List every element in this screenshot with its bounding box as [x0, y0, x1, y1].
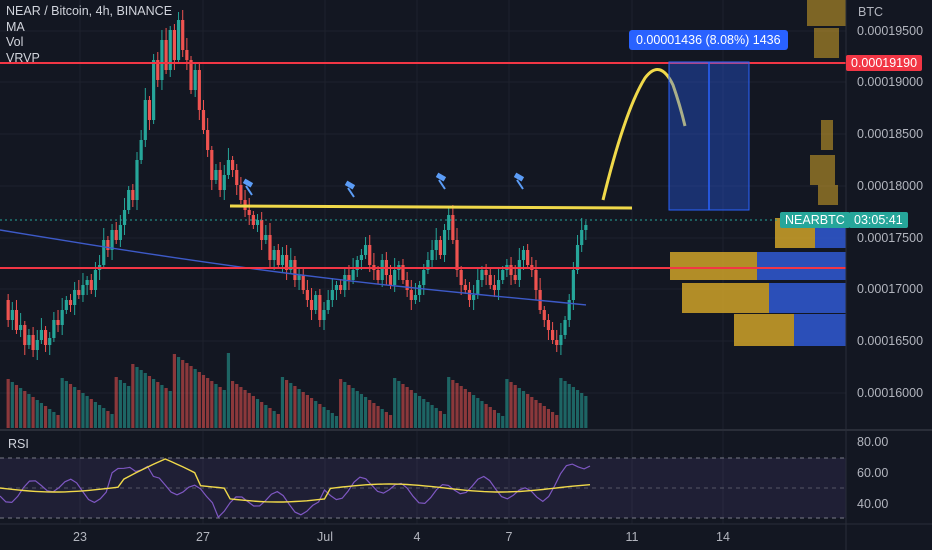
indicator-vol[interactable]: Vol: [6, 35, 24, 49]
symbol-title[interactable]: NEAR / Bitcoin, 4h, BINANCE: [6, 4, 173, 18]
price-tick: 0.00019000: [857, 75, 924, 89]
countdown-tag: 03:05:41: [849, 212, 908, 228]
rsi-band: [0, 458, 846, 518]
rsi-ma-line: [0, 458, 591, 503]
time-tick: Jul: [317, 530, 333, 544]
flag-marker[interactable]: [435, 172, 447, 190]
yellow-projection-drawing[interactable]: [601, 68, 687, 201]
yellow-horizontal-drawing[interactable]: [229, 204, 633, 210]
rsi-tick: 40.00: [857, 497, 889, 511]
indicator-vrvp[interactable]: VRVP: [6, 50, 40, 65]
rsi-tick: 60.00: [857, 466, 889, 480]
rsi-tick: 80.00: [857, 435, 889, 449]
time-tick: 27: [196, 530, 210, 544]
time-tick: 14: [716, 530, 730, 544]
price-tick: 0.00019500: [857, 24, 924, 38]
rsi-line: [0, 463, 591, 519]
price-tick: 0.00018000: [857, 179, 924, 193]
resistance-price-tag: 0.00019190: [846, 55, 923, 71]
price-tick: 0.00017000: [857, 282, 924, 296]
time-tick: 11: [625, 530, 639, 544]
moving-average-line: [0, 229, 587, 306]
time-tick: 7: [505, 530, 513, 544]
volume-bars: [6, 353, 588, 428]
symbol-tag: NEARBTC: [780, 212, 850, 228]
price-tick: 0.00018500: [857, 127, 924, 141]
volume-profile: [670, 0, 846, 346]
rsi-pane-title[interactable]: RSI: [8, 437, 29, 451]
price-tick: 0.00016500: [857, 334, 924, 348]
chart-legend[interactable]: NEAR / Bitcoin, 4h, BINANCE MA Vol VRVP: [6, 4, 172, 66]
time-tick: 4: [413, 530, 421, 544]
price-tick: 0.00016000: [857, 386, 924, 400]
flag-marker[interactable]: [513, 172, 525, 190]
measure-label[interactable]: 0.00001436 (8.08%) 1436: [629, 30, 788, 50]
time-tick: 23: [73, 530, 87, 544]
flag-marker[interactable]: [344, 180, 356, 198]
event-markers[interactable]: [242, 172, 525, 198]
indicator-ma[interactable]: MA: [6, 19, 25, 34]
price-tick: 0.00017500: [857, 231, 924, 245]
axis-currency: BTC: [858, 5, 883, 19]
flag-marker[interactable]: [242, 178, 254, 196]
